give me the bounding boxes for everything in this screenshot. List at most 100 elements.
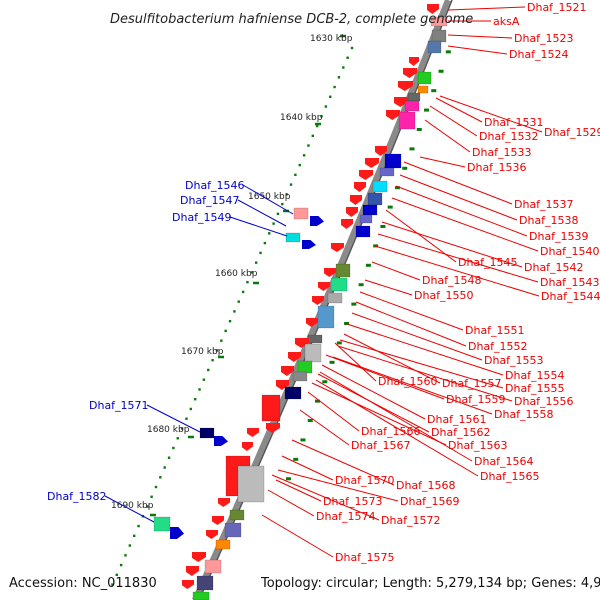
ruler-dot — [302, 154, 306, 157]
gene-label-dhaf_1547[interactable]: Dhaf_1547 — [180, 194, 240, 207]
leader-line — [343, 333, 441, 384]
gene-arrow — [170, 527, 184, 539]
gene-label-dhaf_1566[interactable]: Dhaf_1566 — [361, 425, 421, 438]
kbp-label: 1640 kbp — [280, 113, 323, 123]
gene-label-dhaf_1552[interactable]: Dhaf_1552 — [468, 340, 528, 353]
gene-label-dhaf_1544[interactable]: Dhaf_1544 — [541, 290, 600, 303]
leader-line — [261, 514, 334, 558]
ruler-dot — [320, 115, 323, 118]
gene-label-dhaf_1540[interactable]: Dhaf_1540 — [540, 245, 600, 258]
leader-line — [435, 97, 483, 123]
leader-line — [385, 209, 457, 263]
leader-line — [374, 245, 540, 297]
gene-block — [327, 292, 343, 304]
ruler-dot — [333, 85, 336, 89]
gene-label-dhaf_1555[interactable]: Dhaf_1555 — [505, 382, 565, 395]
gene-label-dhaf_1536[interactable]: Dhaf_1536 — [467, 161, 527, 174]
ruler-dot — [176, 437, 179, 440]
gene-label-dhaf_1559[interactable]: Dhaf_1559 — [446, 393, 506, 406]
gene-label-dhaf_1567[interactable]: Dhaf_1567 — [351, 439, 411, 452]
gene-label-dhaf_1575[interactable]: Dhaf_1575 — [335, 551, 395, 564]
ruler-dot — [115, 573, 118, 577]
gene-label-dhaf_1549[interactable]: Dhaf_1549 — [172, 211, 232, 224]
gene-label-dhaf_1564[interactable]: Dhaf_1564 — [474, 455, 534, 468]
gene-label-dhaf_1548[interactable]: Dhaf_1548 — [422, 274, 482, 287]
ruler-dot — [241, 290, 245, 294]
gene-arrow — [288, 352, 301, 362]
gene-label-dhaf_1554[interactable]: Dhaf_1554 — [505, 369, 565, 382]
gene-label-dhaf_1521[interactable]: Dhaf_1521 — [527, 1, 587, 14]
gene-label-dhaf_1563[interactable]: Dhaf_1563 — [448, 439, 508, 452]
gene-arrow — [359, 170, 373, 180]
gene-label-dhaf_1523[interactable]: Dhaf_1523 — [514, 32, 574, 45]
gene-block — [359, 214, 373, 224]
gene-label-aksa[interactable]: aksA — [493, 15, 520, 28]
gene-label-dhaf_1560[interactable]: Dhaf_1560 — [378, 375, 438, 388]
leader-line — [334, 342, 377, 382]
ruler-dot — [233, 310, 236, 313]
gene-label-dhaf_1538[interactable]: Dhaf_1538 — [519, 214, 579, 227]
leader-line — [419, 156, 466, 168]
ruler-dot — [220, 339, 223, 342]
leader-line — [299, 409, 350, 446]
gene-label-dhaf_1582[interactable]: Dhaf_1582 — [47, 490, 107, 503]
gene-label-dhaf_1574[interactable]: Dhaf_1574 — [316, 510, 376, 523]
gene-marker — [351, 302, 357, 306]
gene-label-dhaf_1537[interactable]: Dhaf_1537 — [514, 198, 574, 211]
gene-block — [215, 539, 231, 550]
gene-block — [317, 305, 335, 329]
gene-label-dhaf_1565[interactable]: Dhaf_1565 — [480, 470, 540, 483]
gene-label-dhaf_1550[interactable]: Dhaf_1550 — [414, 289, 474, 302]
gene-label-dhaf_1556[interactable]: Dhaf_1556 — [514, 395, 574, 408]
gene-arrow — [375, 146, 387, 156]
ruler-dot — [146, 505, 149, 508]
gene-label-dhaf_1568[interactable]: Dhaf_1568 — [396, 479, 456, 492]
gene-label-dhaf_1570[interactable]: Dhaf_1570 — [335, 474, 395, 487]
gene-label-dhaf_1569[interactable]: Dhaf_1569 — [400, 495, 460, 508]
ruler-dot — [324, 105, 328, 108]
gene-label-dhaf_1542[interactable]: Dhaf_1542 — [524, 261, 584, 274]
gene-marker — [394, 186, 400, 190]
gene-marker — [424, 108, 430, 112]
gene-label-dhaf_1524[interactable]: Dhaf_1524 — [509, 48, 569, 61]
gene-arrow — [403, 68, 417, 78]
gene-block — [304, 343, 322, 363]
ruler-dot — [128, 544, 132, 547]
gene-label-dhaf_1529[interactable]: Dhaf_1529 — [544, 126, 600, 139]
ruler-dot — [150, 495, 153, 498]
gene-features — [153, 4, 448, 600]
gene-labels[interactable]: Dhaf_1546 Dhaf_1547 Dhaf_1549 Dhaf_1571 Dhaf… — [47, 1, 600, 564]
gene-label-dhaf_1572[interactable]: Dhaf_1572 — [381, 514, 441, 527]
gene-label-dhaf_1539[interactable]: Dhaf_1539 — [529, 230, 589, 243]
gene-label-dhaf_1553[interactable]: Dhaf_1553 — [484, 354, 544, 367]
gene-label-dhaf_1545[interactable]: Dhaf_1545 — [458, 256, 518, 269]
gene-label-dhaf_1543[interactable]: Dhaf_1543 — [540, 276, 600, 289]
gene-block — [199, 427, 215, 439]
gene-label-dhaf_1532[interactable]: Dhaf_1532 — [479, 130, 539, 143]
gene-label-dhaf_1531[interactable]: Dhaf_1531 — [484, 116, 544, 129]
gene-label-dhaf_1558[interactable]: Dhaf_1558 — [494, 408, 554, 421]
gene-label-dhaf_1546[interactable]: Dhaf_1546 — [185, 179, 245, 192]
gene-block — [237, 465, 265, 503]
gene-marker — [380, 224, 386, 228]
gene-label-dhaf_1533[interactable]: Dhaf_1533 — [472, 146, 532, 159]
gene-label-dhaf_1561[interactable]: Dhaf_1561 — [427, 413, 487, 426]
ruler-dot — [276, 212, 280, 216]
gene-label-dhaf_1573[interactable]: Dhaf_1573 — [323, 495, 383, 508]
gene-label-dhaf_1562[interactable]: Dhaf_1562 — [431, 426, 491, 439]
leader-line — [377, 233, 539, 283]
ruler-dot — [119, 563, 123, 567]
ruler-dot — [154, 485, 158, 489]
gene-label-dhaf_1571[interactable]: Dhaf_1571 — [89, 399, 149, 412]
gene-block — [407, 92, 421, 102]
gene-marker — [365, 263, 371, 267]
leader-line — [271, 474, 380, 521]
gene-block — [384, 153, 402, 169]
ruler-dot — [211, 358, 214, 362]
gene-arrow — [350, 195, 362, 205]
gene-arrow — [218, 498, 230, 507]
gene-label-dhaf_1557[interactable]: Dhaf_1557 — [442, 377, 502, 390]
gene-label-dhaf_1551[interactable]: Dhaf_1551 — [465, 324, 525, 337]
ruler-dot — [307, 144, 310, 147]
gene-block — [153, 516, 171, 532]
